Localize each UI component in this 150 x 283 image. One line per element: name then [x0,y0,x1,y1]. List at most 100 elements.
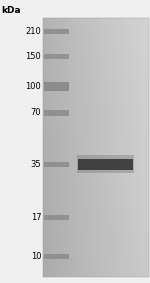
Bar [51,18,52,277]
Bar [147,18,148,277]
Bar [145,18,147,277]
Bar [119,18,120,277]
Bar [140,18,141,277]
Bar [43,18,149,23]
Bar [68,18,69,277]
Bar [113,18,115,277]
Bar [43,161,149,165]
Bar [83,18,84,277]
Bar [45,18,47,277]
Bar [43,96,149,100]
Bar [100,18,101,277]
Bar [127,18,128,277]
Bar [64,18,65,277]
Bar [84,18,85,277]
Bar [43,27,149,31]
Bar [43,87,149,92]
Bar [43,217,149,221]
Bar [43,230,149,234]
Bar [88,18,89,277]
Bar [43,109,149,113]
Bar [43,23,149,27]
Text: 70: 70 [31,108,41,117]
Bar [97,18,99,277]
Bar [43,143,149,148]
Bar [43,18,149,277]
Bar [93,18,95,277]
Bar [43,208,149,213]
Bar [78,159,133,170]
Bar [143,18,144,277]
Bar [43,53,149,57]
Bar [55,18,56,277]
Bar [43,221,149,226]
Bar [65,18,67,277]
Bar [115,18,116,277]
Bar [73,18,75,277]
Bar [80,18,81,277]
Bar [77,18,79,277]
Bar [112,18,113,277]
Bar [43,239,149,243]
Bar [44,29,69,35]
Bar [61,18,63,277]
Bar [43,49,149,53]
Bar [44,162,69,167]
Bar [44,18,45,277]
Bar [43,156,149,161]
Bar [43,226,149,230]
Bar [92,18,93,277]
Bar [43,251,149,256]
Bar [79,18,80,277]
Bar [131,18,132,277]
Bar [43,234,149,239]
Bar [43,269,149,273]
Bar [87,18,88,277]
Bar [71,18,72,277]
Bar [76,18,77,277]
Text: 35: 35 [31,160,41,169]
Bar [105,18,107,277]
Text: 150: 150 [26,52,41,61]
Bar [129,18,131,277]
Text: 100: 100 [26,82,41,91]
Bar [133,18,135,277]
Bar [43,105,149,109]
Bar [120,18,121,277]
Bar [135,18,136,277]
Bar [52,18,53,277]
Bar [43,213,149,217]
Bar [69,18,71,277]
Bar [95,18,96,277]
Bar [128,18,129,277]
Bar [44,54,69,59]
Bar [43,243,149,247]
Bar [43,165,149,170]
Bar [43,122,149,126]
Bar [43,36,149,40]
Bar [60,18,61,277]
Text: kDa: kDa [2,6,21,15]
Bar [139,18,140,277]
Bar [43,200,149,204]
Bar [43,100,149,105]
Bar [49,18,51,277]
Bar [132,18,133,277]
Bar [63,18,64,277]
Bar [44,110,69,115]
Bar [43,139,149,143]
Bar [53,18,55,277]
Bar [107,18,108,277]
Bar [77,155,134,173]
Bar [57,18,59,277]
Bar [43,57,149,61]
Bar [44,215,69,220]
Bar [47,18,48,277]
Bar [108,18,109,277]
Bar [43,170,149,174]
Bar [121,18,123,277]
Bar [43,148,149,152]
Text: 17: 17 [31,213,41,222]
Bar [43,70,149,74]
Text: 10: 10 [31,252,41,261]
